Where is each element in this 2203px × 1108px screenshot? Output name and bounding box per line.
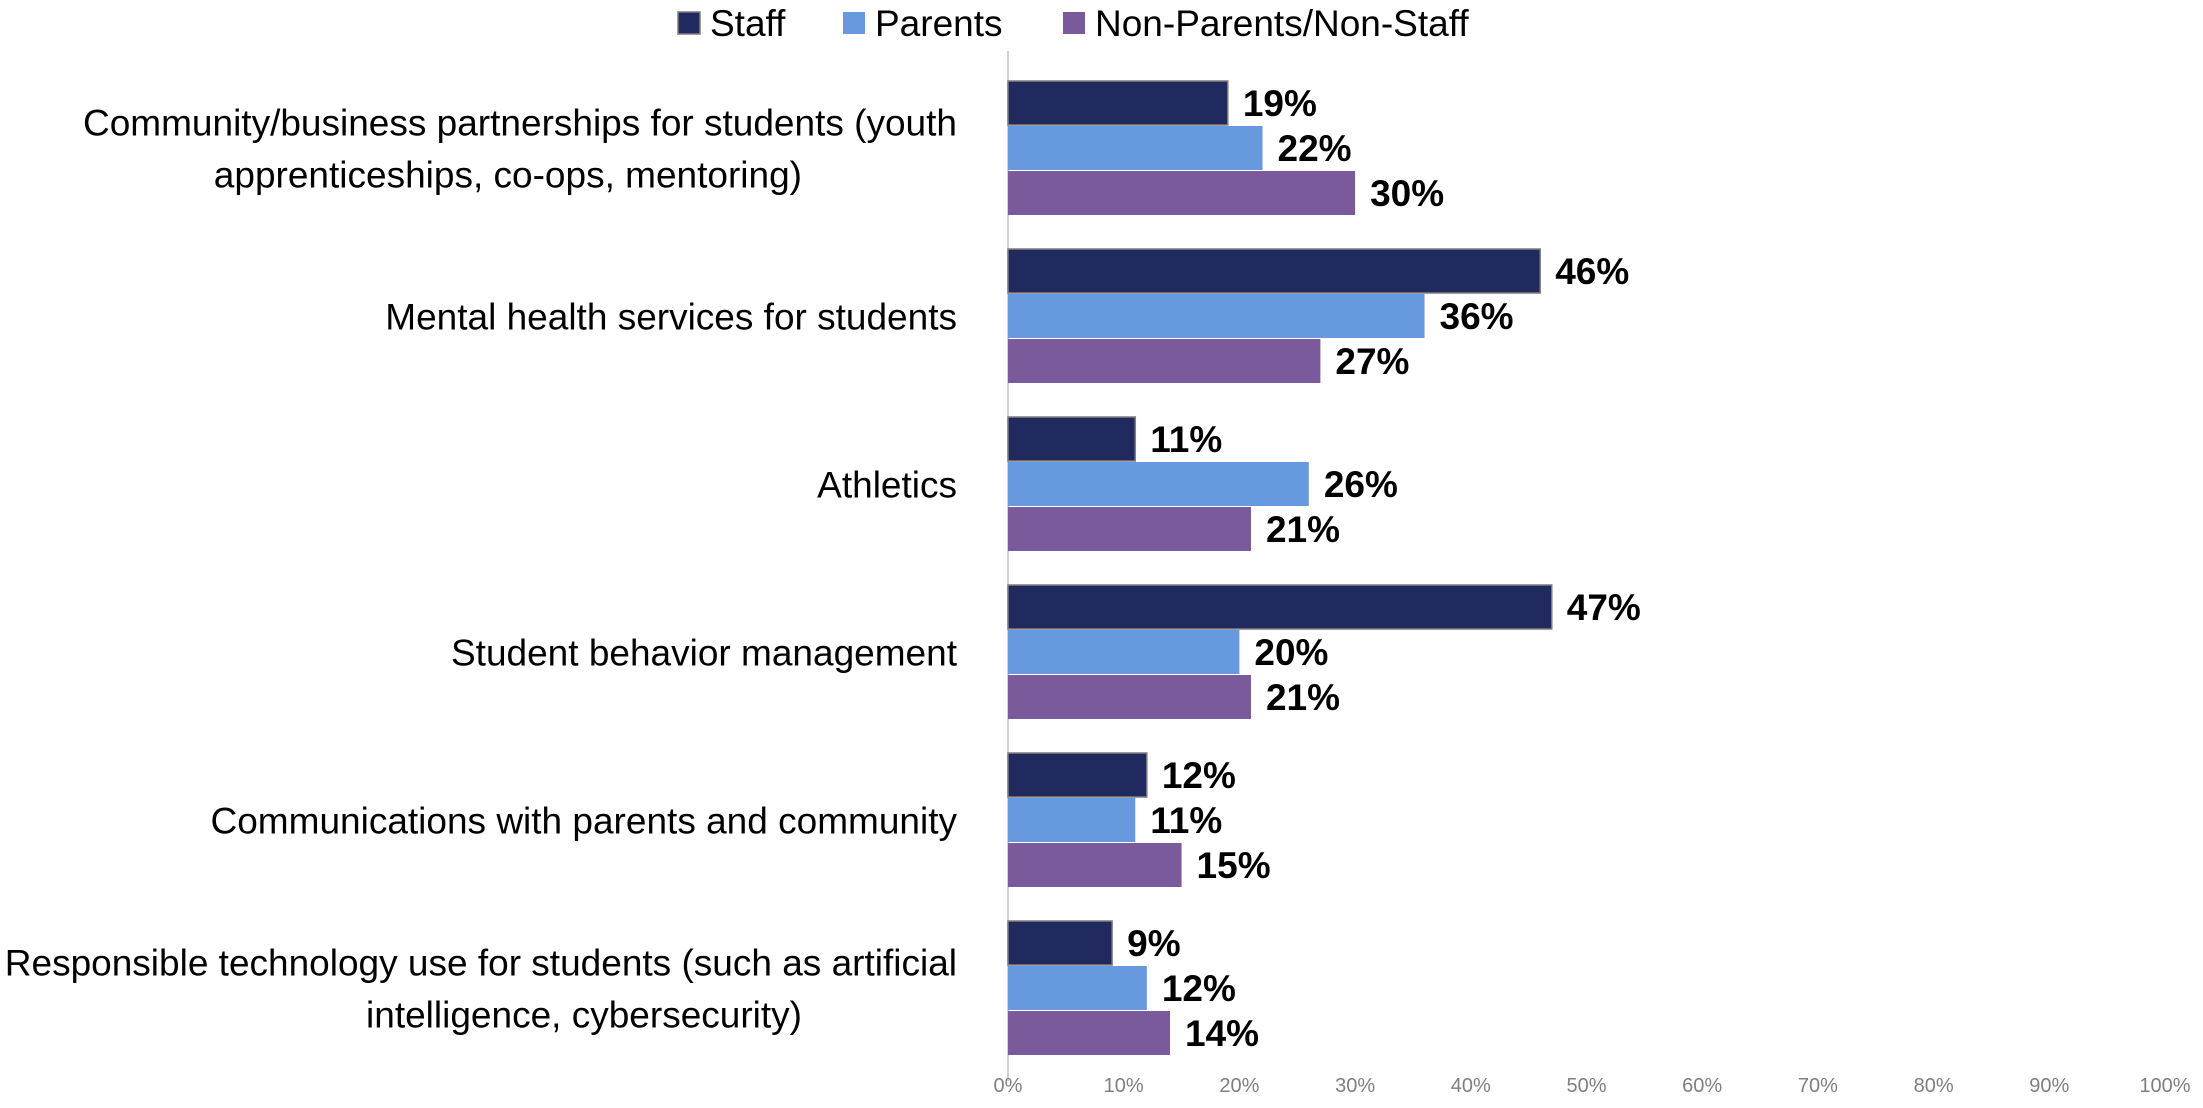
- x-tick-labels: 0% 10% 20% 30% 40% 50% 60% 70% 80% 90% 100%: [994, 1075, 2191, 1097]
- bar-staff-6: [1007, 920, 1113, 966]
- bar-non-parents-non-staff-6: [1008, 1011, 1170, 1055]
- x-tick-label: 70%: [1798, 1075, 1838, 1097]
- data-label: 30%: [1370, 173, 1444, 214]
- bar-parents-6: [1008, 966, 1147, 1010]
- data-label: 11%: [1150, 419, 1222, 460]
- data-label: 21%: [1266, 509, 1340, 550]
- legend-swatch: [843, 12, 865, 34]
- data-label: 21%: [1266, 677, 1340, 718]
- data-label: 46%: [1555, 251, 1629, 292]
- category-label: Student behavior management: [451, 633, 958, 674]
- x-tick-label: 20%: [1219, 1075, 1259, 1097]
- x-tick-label: 90%: [2029, 1075, 2069, 1097]
- x-tick-label: 50%: [1566, 1075, 1606, 1097]
- legend-item-label: Parents: [875, 3, 1003, 44]
- bar-staff-1: [1007, 80, 1229, 126]
- bar-non-parents-non-staff-1: [1008, 171, 1356, 215]
- bar-staff-4: [1007, 584, 1553, 630]
- bar-staff-2: [1007, 248, 1541, 294]
- x-tick-label: 80%: [1914, 1075, 1954, 1097]
- category-label: Athletics: [817, 465, 957, 506]
- bars-group: 19%22%30%46%36%27%11%26%21%47%20%21%12%1…: [1007, 80, 1641, 1055]
- data-label: 9%: [1127, 923, 1180, 964]
- bar-parents-1: [1008, 126, 1263, 170]
- data-label: 20%: [1254, 632, 1328, 673]
- bar-parents-5: [1008, 798, 1136, 842]
- x-tick-label: 40%: [1451, 1075, 1491, 1097]
- legend-item-label: Non-Parents/Non-Staff: [1095, 3, 1469, 44]
- data-label: 26%: [1324, 464, 1398, 505]
- bar-parents-4: [1008, 630, 1240, 674]
- category-labels: Community/business partnerships for stud…: [5, 103, 958, 1036]
- legend-swatch: [1063, 12, 1085, 34]
- x-tick-label: 30%: [1335, 1075, 1375, 1097]
- x-tick-label: 60%: [1682, 1075, 1722, 1097]
- data-label: 15%: [1197, 845, 1271, 886]
- bar-parents-2: [1008, 294, 1425, 338]
- bar-non-parents-non-staff-3: [1008, 507, 1251, 551]
- data-label: 12%: [1162, 755, 1236, 796]
- data-label: 27%: [1335, 341, 1409, 382]
- bar-staff-5: [1007, 752, 1148, 798]
- bar-non-parents-non-staff-5: [1008, 843, 1182, 887]
- bar-non-parents-non-staff-4: [1008, 675, 1251, 719]
- category-label: Mental health services for students: [385, 297, 957, 338]
- category-label: Responsible technology use for students …: [5, 943, 957, 1036]
- data-label: 22%: [1278, 128, 1352, 169]
- bar-parents-3: [1008, 462, 1309, 506]
- bar-non-parents-non-staff-2: [1008, 339, 1321, 383]
- legend-swatch: [677, 11, 701, 35]
- data-label: 11%: [1150, 800, 1222, 841]
- x-tick-label: 10%: [1104, 1075, 1144, 1097]
- x-tick-label: 100%: [2139, 1075, 2190, 1097]
- category-label: Communications with parents and communit…: [211, 801, 958, 842]
- category-label: Community/business partnerships for stud…: [83, 103, 957, 196]
- x-tick-label: 0%: [994, 1075, 1023, 1097]
- data-label: 14%: [1185, 1013, 1259, 1054]
- chart-legend: Staff Parents Non-Parents/Non-Staff: [677, 3, 1469, 44]
- data-label: 12%: [1162, 968, 1236, 1009]
- data-label: 19%: [1243, 83, 1317, 124]
- legend-item-label: Staff: [710, 3, 786, 44]
- bar-staff-3: [1007, 416, 1137, 462]
- data-label: 47%: [1567, 587, 1641, 628]
- data-label: 36%: [1440, 296, 1514, 337]
